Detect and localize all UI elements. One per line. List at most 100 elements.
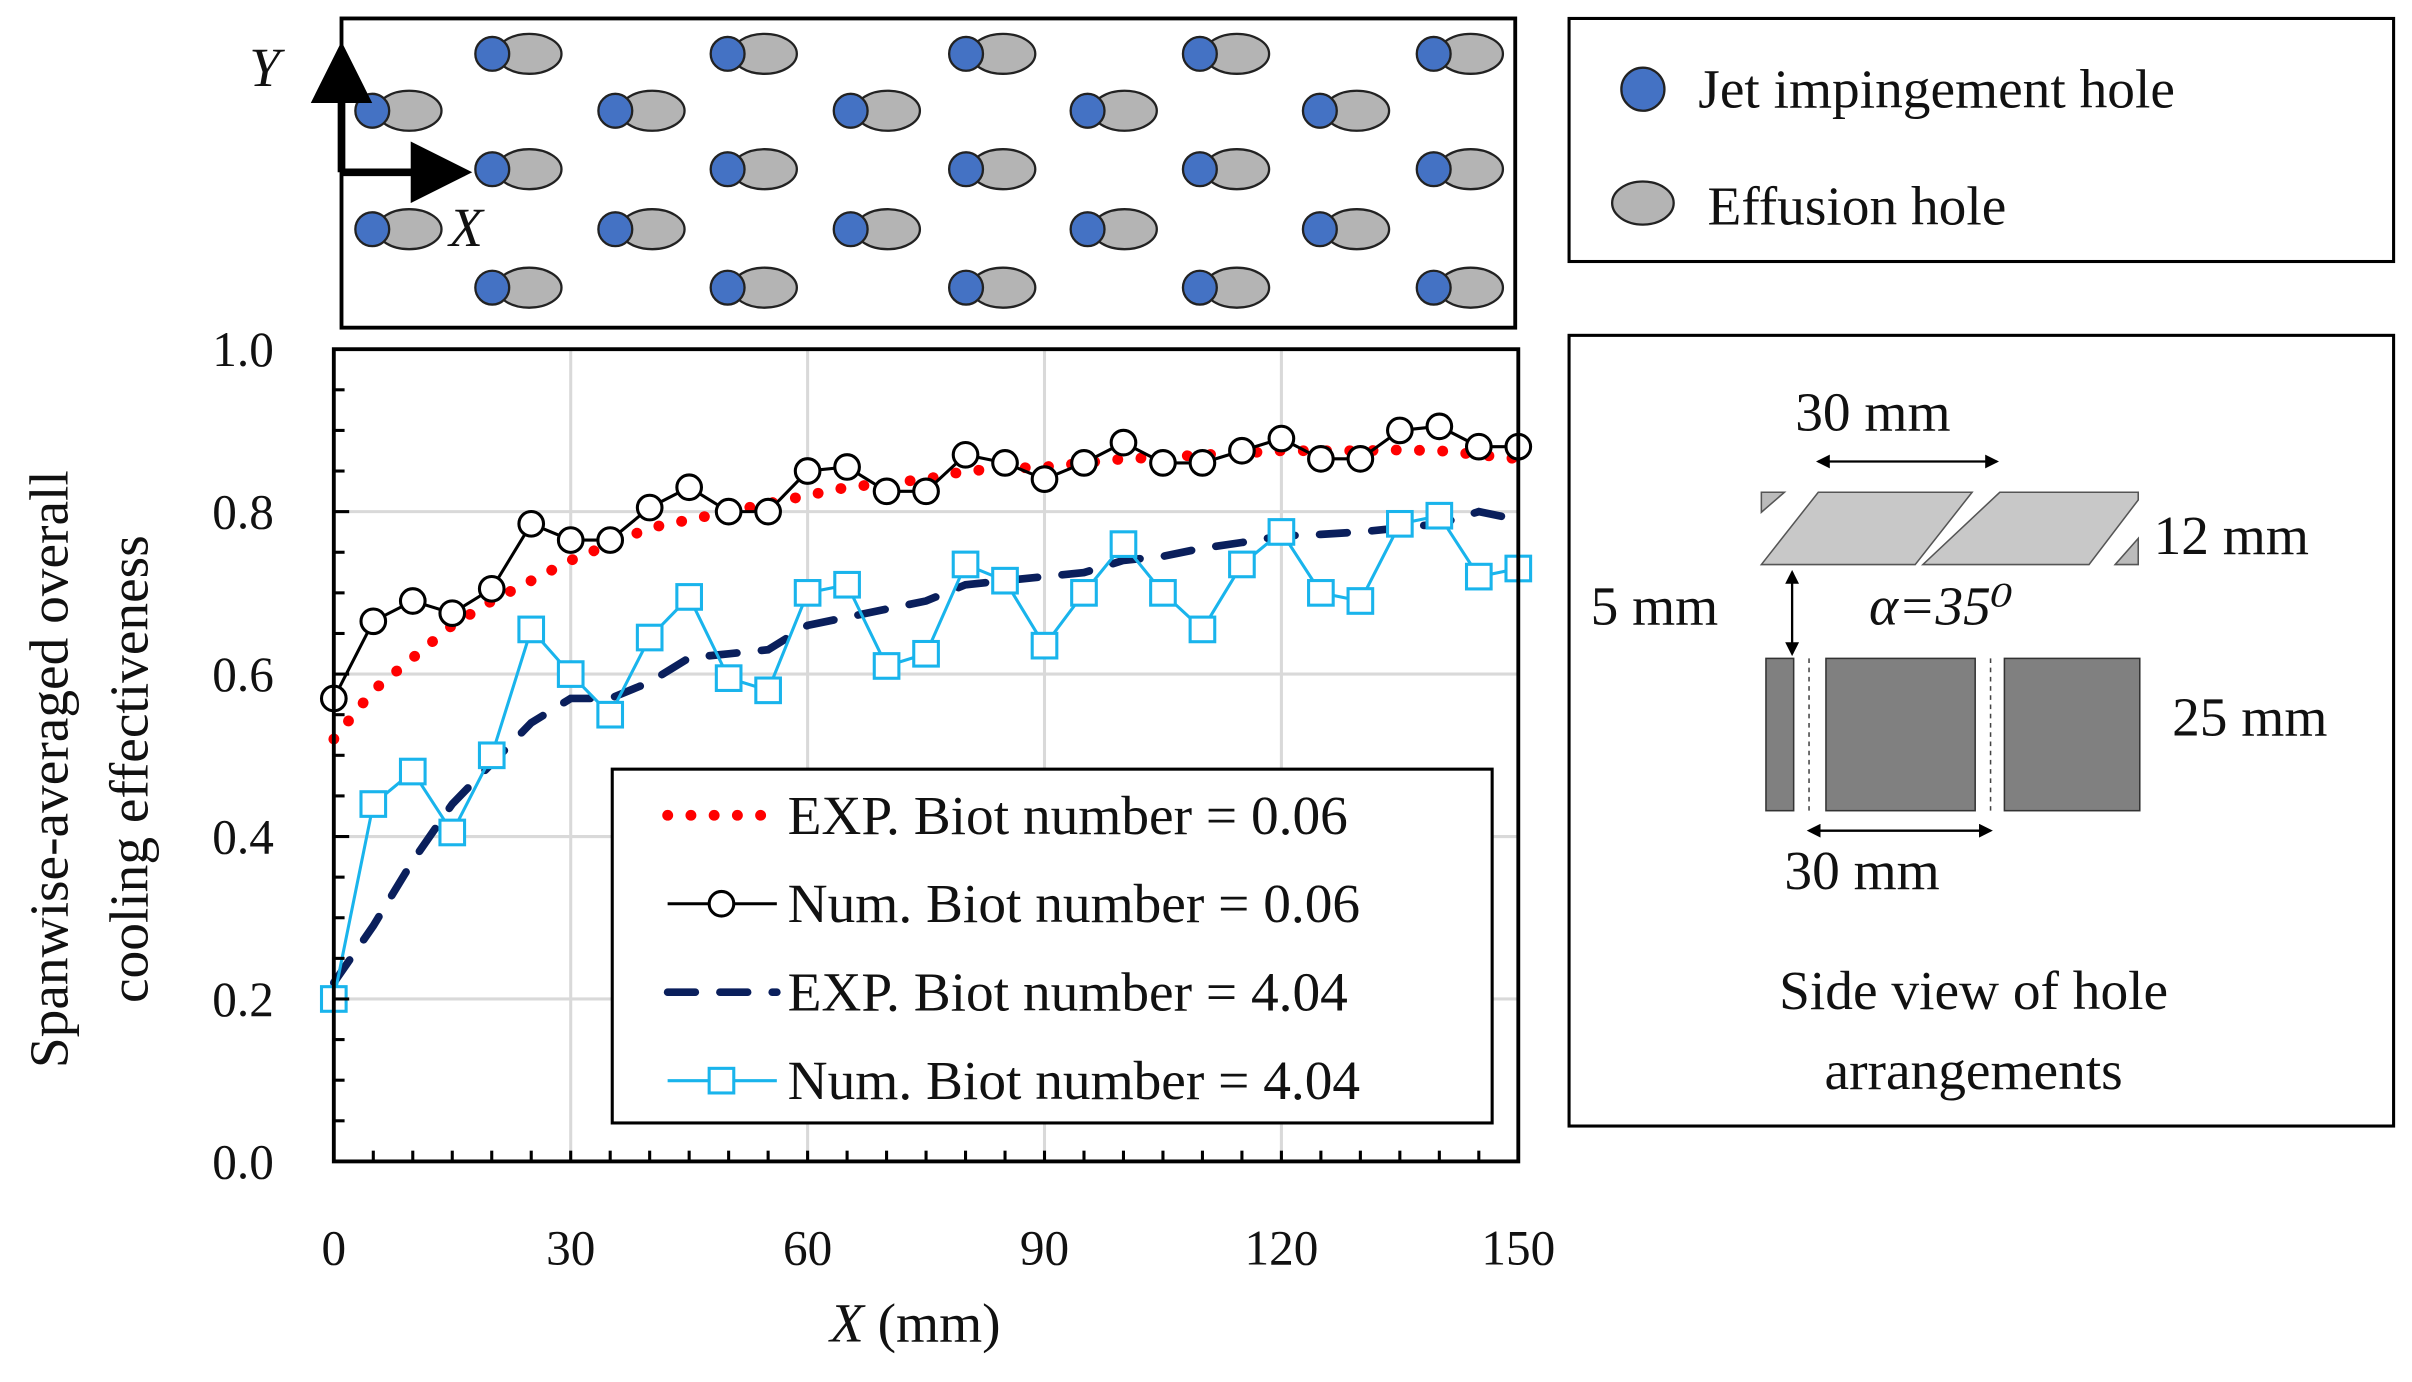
jet-hole	[1181, 35, 1218, 72]
dim-top-label: 30 mm	[1795, 382, 1950, 443]
jet-hole	[709, 151, 746, 188]
data-point	[675, 583, 704, 611]
hole-legend: Jet impingement hole Effusion hole	[1567, 16, 2396, 264]
data-point	[1267, 518, 1296, 546]
data-point	[872, 652, 901, 680]
data-point	[635, 493, 664, 522]
series-line	[329, 507, 1523, 987]
jet-hole	[947, 151, 985, 188]
jet-hole	[1415, 269, 1452, 306]
x-axis-var: X	[828, 1292, 866, 1353]
data-point	[991, 449, 1019, 477]
dim-gap-label: 5 mm	[1591, 576, 1719, 637]
data-point	[1425, 501, 1454, 530]
y-tick-label: 0.2	[212, 972, 274, 1027]
data-point	[1030, 631, 1059, 660]
jet-hole	[474, 151, 511, 188]
data-point	[1386, 509, 1414, 538]
jet-hole	[474, 35, 511, 72]
jet-hole	[597, 92, 634, 129]
hole-legend-frame	[1567, 16, 2396, 264]
data-point	[596, 700, 625, 729]
data-point	[1109, 428, 1138, 457]
data-point	[912, 477, 940, 506]
dim-bottom-label: 30 mm	[1784, 840, 1939, 901]
data-point	[1267, 424, 1296, 453]
jet-hole	[1415, 35, 1452, 72]
data-point	[1188, 449, 1217, 477]
data-point	[714, 497, 743, 526]
x-tick-label: 60	[783, 1220, 832, 1275]
data-point	[707, 889, 736, 918]
data-point	[438, 818, 467, 847]
y-axis-title-2: cooling effectiveness	[99, 535, 160, 1003]
jet-hole	[1181, 151, 1218, 188]
jet-hole-label: Jet impingement hole	[1698, 59, 2175, 120]
data-point	[1307, 579, 1335, 607]
data-point	[793, 579, 822, 607]
x-axis-unit: (mm)	[864, 1292, 1001, 1353]
jet-hole	[1069, 211, 1106, 248]
jet-hole	[1301, 211, 1338, 248]
hole-pattern	[354, 32, 1505, 309]
y-tick-label: 0.0	[212, 1134, 274, 1189]
data-point	[707, 1066, 736, 1095]
chart: 0 30 60 90 120 150 0.0 0.2 0.4 0.6 0.8 1.0 X (mm) S…	[19, 322, 1556, 1353]
data-point	[1188, 615, 1217, 644]
data-point	[556, 660, 585, 688]
side-view-caption-1: Side view of hole	[1779, 960, 2168, 1021]
data-point	[477, 741, 506, 770]
data-point	[833, 570, 861, 599]
x-axis-title: X (mm)	[828, 1292, 1001, 1353]
jet-hole	[474, 269, 511, 306]
legend-label: Num. Biot number = 0.06	[788, 873, 1361, 934]
data-point	[398, 587, 427, 615]
data-point	[1228, 550, 1256, 579]
x-tick-label: 120	[1244, 1220, 1318, 1275]
data-point	[951, 440, 980, 469]
legend-label: EXP. Biot number = 4.04	[788, 962, 1348, 1023]
angle-label: α=35⁰	[1869, 576, 2013, 637]
data-point	[359, 790, 388, 818]
jet-hole	[709, 35, 746, 72]
data-point	[1464, 562, 1493, 591]
hole-section	[1920, 491, 2140, 566]
series-1	[328, 444, 1524, 745]
jet-hole	[832, 211, 869, 248]
jet-hole	[354, 211, 391, 248]
jet-hole-icon	[1620, 66, 1666, 112]
top-view-panel: Y X	[249, 16, 1518, 330]
jet-hole	[354, 92, 391, 129]
data-point	[359, 607, 388, 636]
dim-thickness-label: 12 mm	[2154, 505, 2309, 566]
legend-item: EXP. Biot number = 0.06	[662, 785, 1348, 846]
hole-section	[2113, 536, 2140, 566]
y-tick-label: 1.0	[212, 322, 274, 377]
jet-hole	[597, 211, 634, 248]
y-tick-label: 0.4	[212, 809, 274, 864]
y-axis-symbol: Y	[249, 37, 285, 98]
legend-label: EXP. Biot number = 0.06	[788, 785, 1348, 846]
plate-section	[1825, 657, 1976, 812]
data-point	[872, 477, 901, 506]
data-point	[912, 639, 940, 668]
hole-section	[1760, 491, 1787, 514]
legend-label: Num. Biot number = 4.04	[788, 1050, 1361, 1111]
x-tick-label: 90	[1020, 1220, 1069, 1275]
legend-item: Num. Biot number = 0.06	[667, 873, 1361, 934]
data-point	[477, 574, 506, 603]
data-point	[1149, 449, 1177, 477]
data-point	[1425, 412, 1454, 441]
y-tick-label: 0.6	[212, 647, 274, 702]
series-line	[328, 444, 1524, 745]
jet-hole	[709, 269, 746, 306]
data-point	[754, 676, 782, 705]
data-point	[1030, 465, 1059, 493]
legend-item: EXP. Biot number = 4.04	[663, 962, 1348, 1023]
jet-hole	[1181, 269, 1218, 306]
data-point	[1346, 444, 1375, 473]
plate-section	[2003, 657, 2141, 812]
legend: EXP. Biot number = 0.06 Num. Biot number …	[610, 767, 1494, 1125]
jet-hole	[1301, 92, 1338, 129]
